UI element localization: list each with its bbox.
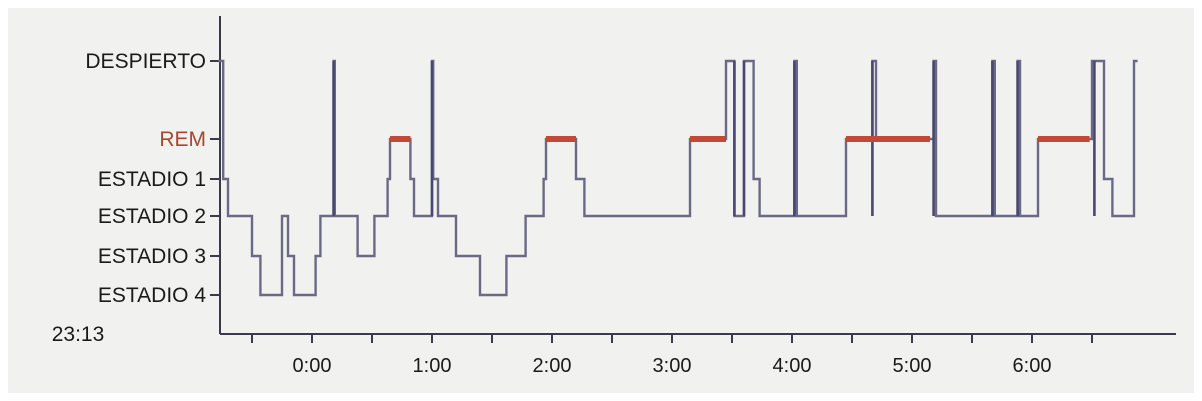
y-axis-labels: DESPIERTO REM ESTADIO 1 ESTADIO 2 ESTADIO 3 E… (85, 50, 220, 307)
x-tick-label-1-00: 1:00 (413, 355, 452, 377)
start-time-label: 23:13 (52, 323, 105, 346)
y-label-estadio-4: ESTADIO 4 (98, 284, 206, 307)
x-tick-label-2-00: 2:00 (533, 355, 572, 377)
y-label-estadio-2: ESTADIO 2 (98, 205, 206, 228)
hypnogram-chart: DESPIERTO REM ESTADIO 1 ESTADIO 2 ESTADIO 3 E… (52, 16, 1176, 377)
hypnogram-marks (218, 59, 1138, 297)
y-label-rem: REM (159, 128, 206, 151)
hypnogram-figure: DESPIERTO REM ESTADIO 1 ESTADIO 2 ESTADIO 3 E… (8, 8, 1194, 393)
x-tick-label-0-00: 0:00 (293, 355, 332, 377)
y-label-estadio-1: ESTADIO 1 (98, 168, 206, 191)
x-tick-label-5-00: 5:00 (893, 355, 932, 377)
x-tick-label-3-00: 3:00 (653, 355, 692, 377)
y-label-despierto: DESPIERTO (85, 50, 206, 73)
x-tick-label-6-00: 6:00 (1013, 355, 1052, 377)
y-label-estadio-3: ESTADIO 3 (98, 245, 206, 268)
hypnogram-line (218, 59, 1138, 297)
x-tick-label-4-00: 4:00 (773, 355, 812, 377)
x-axis-ticks: 0:00 1:00 2:00 3:00 4:00 5:00 6:00 (251, 334, 1093, 377)
